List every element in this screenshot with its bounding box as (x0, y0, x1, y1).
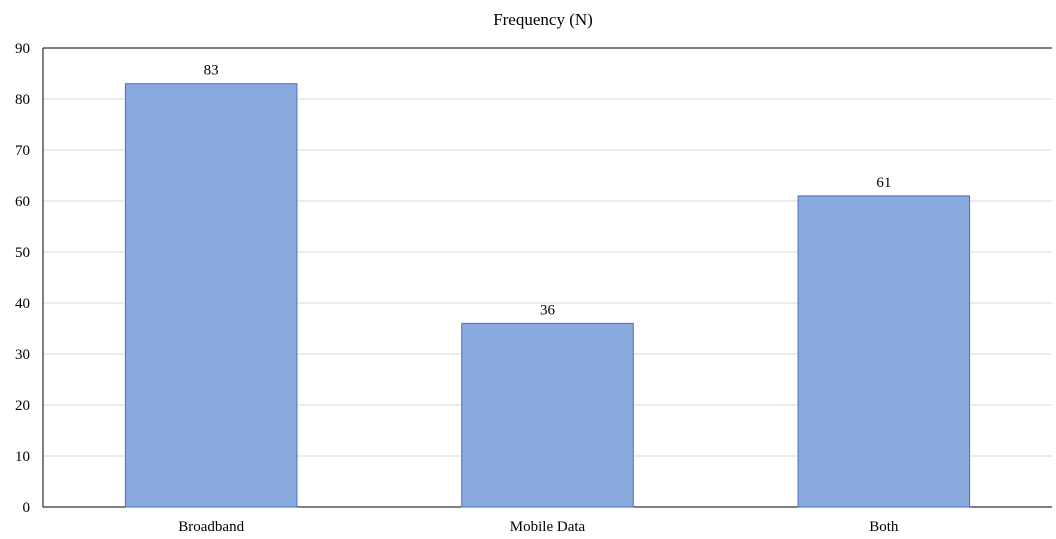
bars (124, 83, 971, 508)
y-tick-label: 70 (15, 143, 30, 159)
data-label: 61 (876, 175, 891, 191)
bar-both (797, 195, 971, 508)
bar-mobile-data (461, 322, 634, 508)
y-tick-label: 20 (15, 398, 30, 414)
chart-title: Frequency (N) (493, 10, 593, 29)
data-labels: 83 36 61 (204, 63, 892, 319)
y-tick-label: 60 (15, 194, 30, 210)
y-tick-label: 40 (15, 296, 30, 312)
data-label: 36 (540, 302, 556, 318)
y-tick-label: 90 (15, 41, 30, 57)
y-tick-label: 0 (23, 500, 31, 516)
bar-broadband (124, 83, 298, 508)
y-tick-label: 30 (15, 347, 30, 363)
y-tick-labels: 0 10 20 30 40 50 60 70 80 90 (15, 41, 30, 516)
x-category-label: Both (869, 519, 899, 534)
x-category-label: Mobile Data (510, 519, 586, 534)
y-tick-label: 10 (15, 449, 30, 465)
x-category-label: Broadband (178, 519, 244, 534)
y-tick-label: 50 (15, 245, 30, 261)
x-category-labels: Broadband Mobile Data Both (178, 519, 899, 535)
data-label: 83 (204, 63, 219, 79)
y-tick-label: 80 (15, 92, 30, 108)
